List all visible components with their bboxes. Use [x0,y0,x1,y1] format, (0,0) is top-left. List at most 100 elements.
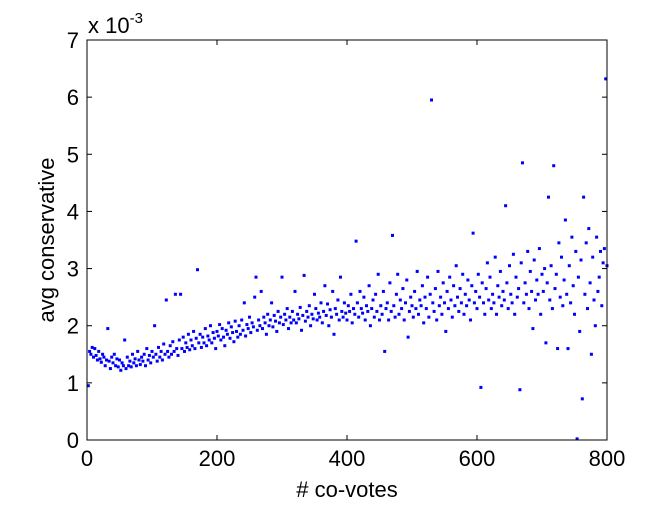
data-point [411,315,415,319]
data-point [144,364,147,368]
data-point [116,365,120,369]
y-tick-label: 6 [67,85,79,110]
data-point [497,295,501,299]
data-point [518,388,522,392]
data-point [500,304,504,308]
data-point [480,281,484,285]
data-point [322,309,326,313]
data-point [400,307,404,311]
data-point [224,328,228,332]
data-point [272,313,276,317]
data-point [237,324,241,328]
data-point [371,298,375,302]
data-point [203,327,207,331]
data-point [285,307,289,311]
data-point [316,311,320,315]
data-point [123,338,127,342]
data-point [88,349,92,353]
data-point [383,349,387,353]
data-point [548,298,552,302]
data-point [211,331,215,335]
data-point [475,307,479,311]
data-point [92,355,95,359]
data-point [578,329,582,333]
data-point [487,298,491,302]
data-point [202,341,206,345]
data-point [349,292,353,296]
data-point [275,329,279,333]
data-point [332,332,336,336]
data-point [465,304,469,308]
data-point [229,325,233,329]
data-point [147,353,151,357]
data-point [103,364,107,368]
data-point [326,302,329,306]
data-point [121,364,125,368]
data-point [137,358,141,362]
y-tick-label: 3 [67,257,79,282]
data-point [86,384,90,388]
data-point [388,281,392,285]
y-tick-label: 0 [67,428,79,453]
data-point [484,287,488,291]
data-point [444,329,448,333]
x-tick-label: 200 [199,446,236,471]
x-tick-label: 400 [329,446,366,471]
data-point [199,345,203,349]
data-point [258,324,262,328]
data-point [124,367,128,371]
data-point [223,344,227,348]
data-point [508,264,511,268]
data-point [108,367,112,371]
data-point [218,323,222,327]
data-point [526,249,530,253]
data-point [589,352,593,356]
data-point [498,269,502,273]
data-point [539,312,543,316]
data-point [97,349,101,353]
data-point [240,318,244,322]
data-point [145,347,149,351]
data-point [532,258,536,262]
data-point [553,287,557,291]
data-point [385,301,389,305]
data-point [440,312,444,316]
data-point [89,352,93,356]
data-point [283,312,287,316]
data-point [281,323,285,327]
data-point [368,324,372,328]
data-point [449,298,453,302]
data-point [493,255,497,259]
data-point [99,360,103,364]
data-point [287,327,290,331]
data-point [375,309,379,313]
data-point [128,359,132,363]
data-point [164,298,168,302]
data-point [129,365,133,369]
data-point [357,315,361,319]
data-point [279,315,283,319]
data-point [212,336,216,340]
data-point [138,363,142,367]
data-point [158,355,162,359]
data-point [396,272,400,276]
data-point [259,289,263,293]
data-point [184,341,188,345]
data-point [476,272,480,276]
data-point [263,321,267,325]
data-point [521,161,524,165]
data-point [352,307,355,311]
data-point [250,321,254,325]
data-point [327,324,331,328]
data-point [495,312,498,316]
data-point [384,307,388,311]
data-point [225,332,229,336]
data-point [163,352,167,356]
data-point [527,307,531,311]
data-point [110,355,114,359]
data-point [222,335,225,339]
data-point [392,304,396,308]
data-point [461,272,465,276]
data-point [580,397,584,401]
data-point [264,332,268,336]
